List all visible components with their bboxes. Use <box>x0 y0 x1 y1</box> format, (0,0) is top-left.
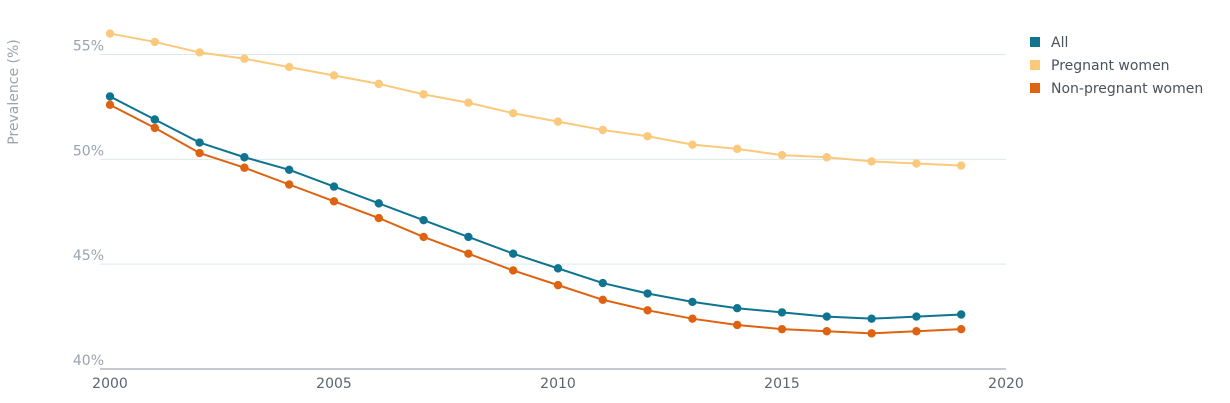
data-point[interactable] <box>912 312 921 321</box>
data-point[interactable] <box>374 199 383 208</box>
legend: All Pregnant women Non-pregnant women <box>1030 35 1203 97</box>
y-tick-label: 45% <box>73 248 104 264</box>
data-point[interactable] <box>957 324 966 334</box>
data-point[interactable] <box>285 165 294 175</box>
data-point[interactable] <box>195 148 204 158</box>
legend-swatch <box>1030 37 1040 47</box>
data-point[interactable] <box>867 329 876 338</box>
y-tick-label: 55% <box>73 39 104 55</box>
data-point[interactable] <box>777 324 787 334</box>
x-tick-label: 2010 <box>540 376 576 392</box>
data-point[interactable] <box>957 161 966 170</box>
data-point[interactable] <box>195 48 204 57</box>
legend-item[interactable]: Non-pregnant women <box>1030 81 1203 97</box>
data-point[interactable] <box>509 109 518 118</box>
data-point[interactable] <box>598 278 607 288</box>
data-point[interactable] <box>822 327 831 336</box>
y-tick-label: 50% <box>73 143 104 159</box>
x-tick-label: 2015 <box>764 376 800 392</box>
data-point[interactable] <box>105 100 115 110</box>
x-tick-label: 2000 <box>92 376 128 392</box>
x-tick-label: 2005 <box>316 376 352 392</box>
data-point[interactable] <box>867 157 876 166</box>
data-point[interactable] <box>553 117 563 126</box>
data-point[interactable] <box>464 249 473 258</box>
legend-label: Non-pregnant women <box>1051 81 1203 97</box>
data-point[interactable] <box>105 29 115 38</box>
legend-item[interactable]: Pregnant women <box>1030 58 1170 74</box>
series-line <box>109 103 963 335</box>
data-point[interactable] <box>509 266 518 275</box>
data-point[interactable] <box>374 213 383 223</box>
x-axis-ticks: 2000 2005 2010 2015 2020 <box>92 376 1024 392</box>
data-point[interactable] <box>777 308 787 317</box>
data-point[interactable] <box>150 123 159 133</box>
data-point[interactable] <box>329 197 339 206</box>
data-point[interactable] <box>688 314 697 323</box>
data-point[interactable] <box>240 54 249 63</box>
data-point[interactable] <box>733 144 742 154</box>
legend-swatch <box>1030 60 1040 70</box>
data-point[interactable] <box>688 140 697 149</box>
legend-label: All <box>1051 35 1068 51</box>
data-point[interactable] <box>150 37 159 47</box>
data-point[interactable] <box>285 180 294 189</box>
data-point[interactable] <box>957 310 966 319</box>
data-point[interactable] <box>285 62 294 72</box>
data-point[interactable] <box>733 320 742 330</box>
data-point[interactable] <box>733 303 742 313</box>
series-lines <box>105 29 966 338</box>
series-non-pregnant-women <box>105 100 966 338</box>
data-point[interactable] <box>464 98 473 107</box>
data-point[interactable] <box>374 79 383 89</box>
data-point[interactable] <box>822 312 831 321</box>
data-point[interactable] <box>509 249 518 258</box>
x-tick-label: 2020 <box>988 376 1024 392</box>
data-point[interactable] <box>240 163 249 172</box>
data-point[interactable] <box>419 232 428 242</box>
data-point[interactable] <box>553 264 563 273</box>
data-point[interactable] <box>553 280 563 290</box>
series-line <box>109 95 963 320</box>
data-point[interactable] <box>150 115 159 124</box>
data-point[interactable] <box>419 215 428 225</box>
y-axis-ticks: 40% 45% 50% 55% <box>73 39 104 369</box>
data-point[interactable] <box>329 182 339 191</box>
data-point[interactable] <box>598 125 607 135</box>
series-all <box>105 92 966 323</box>
data-point[interactable] <box>195 138 204 147</box>
data-point[interactable] <box>105 92 115 101</box>
legend-item[interactable]: All <box>1030 35 1068 51</box>
data-point[interactable] <box>240 153 249 162</box>
y-axis-label: Prevalence (%) <box>6 39 22 145</box>
data-point[interactable] <box>464 232 473 242</box>
y-tick-label: 40% <box>73 353 104 369</box>
data-point[interactable] <box>912 327 921 336</box>
data-point[interactable] <box>643 289 652 298</box>
series-line <box>109 32 963 167</box>
data-point[interactable] <box>598 295 607 305</box>
data-point[interactable] <box>688 297 697 307</box>
data-point[interactable] <box>419 90 428 99</box>
data-point[interactable] <box>822 153 831 162</box>
legend-swatch <box>1030 83 1040 93</box>
data-point[interactable] <box>912 159 921 168</box>
series-pregnant-women <box>105 29 966 170</box>
legend-label: Pregnant women <box>1051 58 1170 74</box>
data-point[interactable] <box>643 306 652 315</box>
data-point[interactable] <box>867 314 876 323</box>
data-point[interactable] <box>777 150 787 160</box>
data-point[interactable] <box>329 71 339 80</box>
data-point[interactable] <box>643 132 652 141</box>
